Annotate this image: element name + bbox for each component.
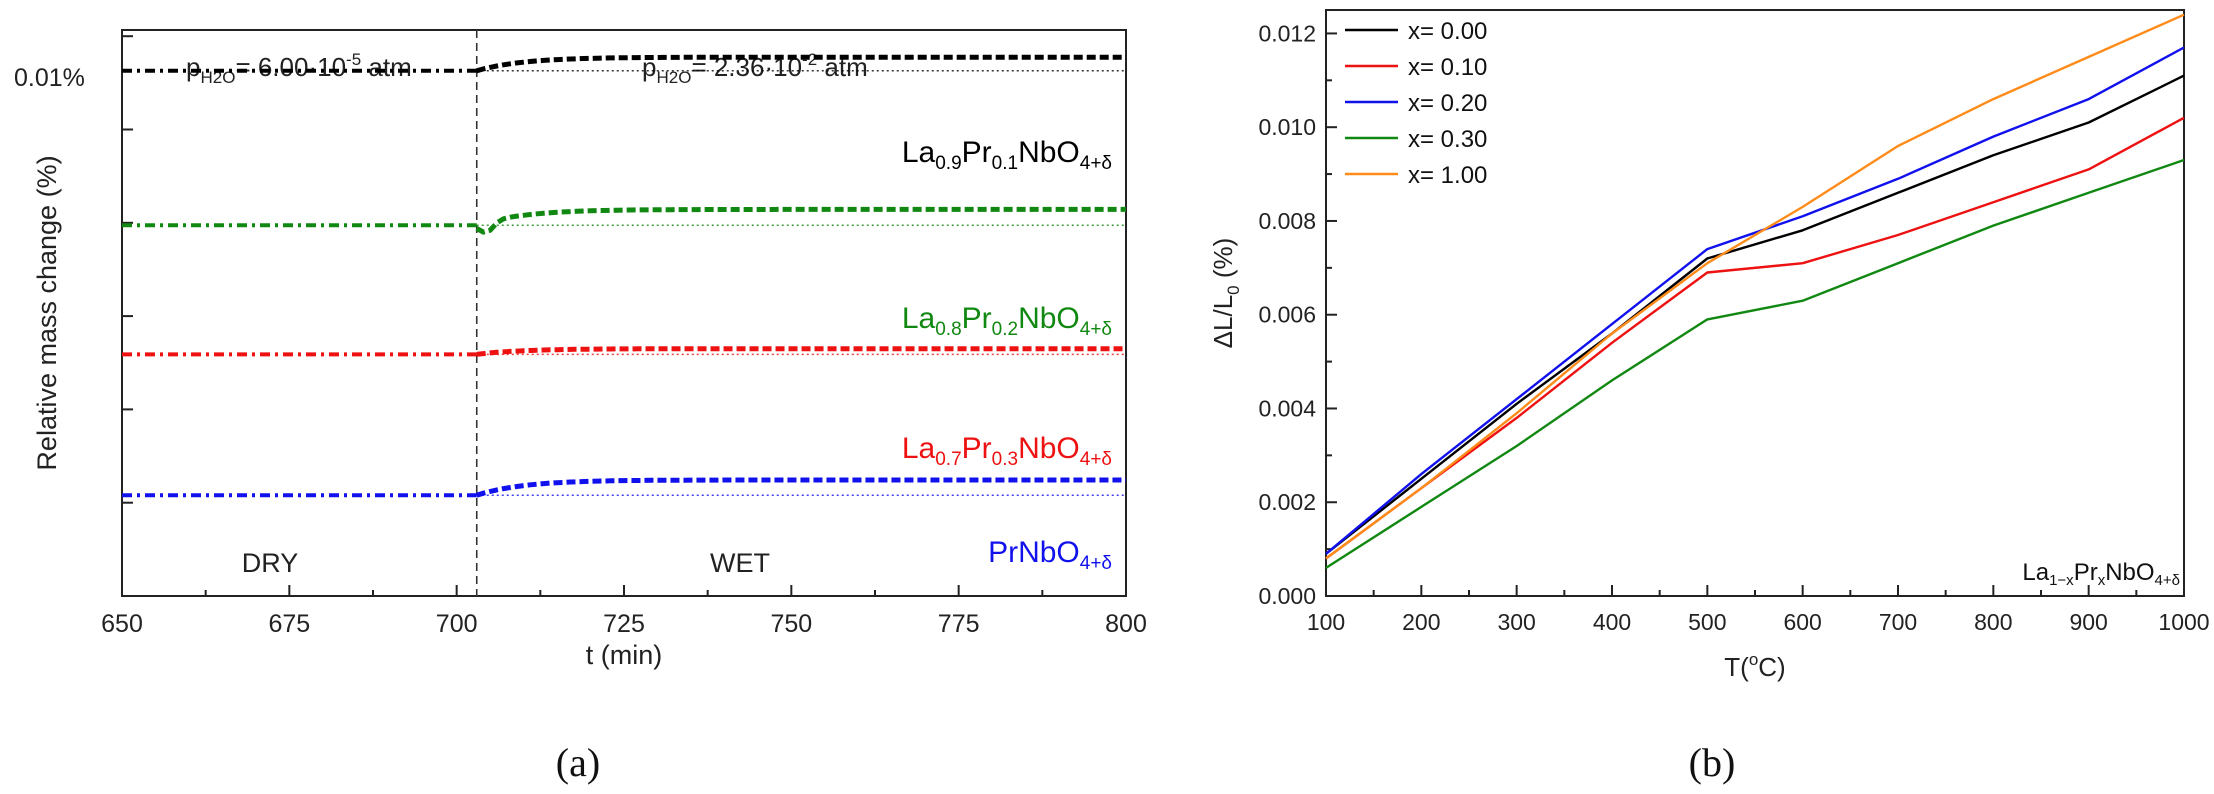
pressure-mid: = 2.36·10 xyxy=(691,52,802,82)
series-label-a-part: 0.3 xyxy=(992,449,1018,470)
y-title-sub: 0 xyxy=(1224,285,1243,294)
x-tick-label-b: 300 xyxy=(1497,609,1535,635)
legend-label: x= 0.30 xyxy=(1408,126,1487,153)
pressure-annotation-dry_p: pH2O= 6.00·10-5 atm xyxy=(186,50,412,87)
corner-label-b-part: x xyxy=(2098,572,2106,589)
y-title-main: ΔL/L xyxy=(1208,295,1238,349)
series-line-b xyxy=(1325,116,2185,560)
panel-label-b: (b) xyxy=(1689,740,1736,785)
series-label-a: La0.7Pr0.3NbO4+δ xyxy=(902,432,1112,470)
x-tick-label-b: 800 xyxy=(1974,609,2012,635)
series-label-a-part: 0.1 xyxy=(992,153,1018,174)
series-label-a-part: 0.7 xyxy=(935,449,961,470)
y-tick-label-b: 0.012 xyxy=(1258,20,1316,46)
series-label-a-part: 4+δ xyxy=(1080,319,1112,340)
x-tick-label-b: 400 xyxy=(1593,609,1631,635)
legend-label: x= 0.20 xyxy=(1408,90,1487,117)
corner-label-b: La1−xPrxNbO4+δ xyxy=(2022,559,2180,589)
pressure-tail: atm xyxy=(361,52,412,82)
y-tick-label-b: 0.002 xyxy=(1258,489,1316,515)
chart-b: 100 200 300 400 500 600 700 800 900 1000 0.000 0.00… xyxy=(1208,9,2210,785)
series-line-b xyxy=(1325,46,2185,555)
x-tick-label-b: 900 xyxy=(2069,609,2107,635)
x-tick-label-a: 675 xyxy=(268,610,310,638)
y-tick-label-b: 0.000 xyxy=(1258,583,1316,609)
series-line-b xyxy=(1325,13,2185,560)
series-label-a: PrNbO4+δ xyxy=(988,536,1112,574)
series-label-a-part: La xyxy=(902,302,936,335)
series-label-a-part: 0.2 xyxy=(992,319,1018,340)
x-tick-label-b: 600 xyxy=(1783,609,1821,635)
panel-label-a: (a) xyxy=(556,740,600,785)
series-label-a-part: 4+δ xyxy=(1080,553,1112,574)
x-tick-label-a: 775 xyxy=(938,610,980,638)
legend-label: x= 0.00 xyxy=(1408,18,1487,45)
series-label-a-part: NbO xyxy=(1018,432,1080,465)
x-tick-label-a: 750 xyxy=(770,610,812,638)
x-tick-label-a: 700 xyxy=(436,610,478,638)
series-line-b xyxy=(1325,74,2185,555)
y-axis-title-a: Relative mass change (%) xyxy=(32,155,62,470)
chart-a: 650 675 700 725 750 775 800 0.01% t (min) Relativ… xyxy=(14,29,1147,785)
pressure-mid: = 6.00·10 xyxy=(235,52,346,82)
series-label-a-part: 0.8 xyxy=(935,319,961,340)
x-tick-label-b: 100 xyxy=(1307,609,1345,635)
series-label-a-part: 0.9 xyxy=(935,153,961,174)
x-axis-title-a: t (min) xyxy=(586,640,663,670)
series-label-a-part: La xyxy=(902,136,936,169)
pressure-sup: -5 xyxy=(346,50,361,69)
x-tick-label-a: 725 xyxy=(603,610,645,638)
x-title-sup: o xyxy=(1749,650,1758,669)
x-tick-label-b: 700 xyxy=(1879,609,1917,635)
series-label-a-part: Pr xyxy=(962,302,992,335)
x-tick-label-b: 200 xyxy=(1402,609,1440,635)
y-tick-label-b: 0.010 xyxy=(1258,114,1316,140)
series-label-a-part: 4+δ xyxy=(1080,449,1112,470)
series-label-a: La0.8Pr0.2NbO4+δ xyxy=(902,302,1112,340)
corner-label-b-part: La xyxy=(2022,559,2049,586)
series-wet-line xyxy=(476,54,1126,74)
series-wet-line xyxy=(476,346,1126,357)
region-label-dry: DRY xyxy=(242,548,299,578)
legend-label: x= 0.10 xyxy=(1408,54,1487,81)
corner-label-b-part: 4+δ xyxy=(2155,572,2180,589)
legend-label: x= 1.00 xyxy=(1408,162,1487,189)
y-title-tail: (%) xyxy=(1208,238,1238,286)
x-tick-label-b: 1000 xyxy=(2158,609,2209,635)
corner-label-b-part: 1−x xyxy=(2049,572,2074,589)
series-wet-line xyxy=(475,206,1126,235)
series-label-a-part: PrNbO xyxy=(988,536,1080,569)
x-title-main: T( xyxy=(1724,652,1749,682)
series-line-b xyxy=(1325,158,2185,569)
y-tick-label-b: 0.006 xyxy=(1258,302,1316,328)
y-tick-label-b: 0.008 xyxy=(1258,208,1316,234)
x-tick-label-b: 500 xyxy=(1688,609,1726,635)
series-label-a-part: Pr xyxy=(962,432,992,465)
series-label-a-part: La xyxy=(902,432,936,465)
series-label-a-part: 4+δ xyxy=(1080,153,1112,174)
x-tick-label-a: 650 xyxy=(101,610,143,638)
series-label-a: La0.9Pr0.1NbO4+δ xyxy=(902,136,1112,174)
series-wet-line xyxy=(475,477,1126,498)
x-axis-title-b: T(oC) xyxy=(1724,650,1785,682)
corner-label-b-part: NbO xyxy=(2105,559,2154,586)
y-axis-title-b: ΔL/L0 (%) xyxy=(1208,238,1243,349)
corner-label-b-part: Pr xyxy=(2074,559,2098,586)
series-label-a-part: NbO xyxy=(1018,136,1080,169)
series-label-a-part: Pr xyxy=(962,136,992,169)
y-scale-label-a: 0.01% xyxy=(14,64,85,92)
region-label-wet: WET xyxy=(710,548,770,578)
series-label-a-part: NbO xyxy=(1018,302,1080,335)
pressure-main: p xyxy=(186,52,200,82)
x-title-tail: C) xyxy=(1758,652,1785,682)
x-tick-label-a: 800 xyxy=(1105,610,1147,638)
y-tick-label-b: 0.004 xyxy=(1258,395,1316,421)
pressure-sub: H2O xyxy=(200,68,235,87)
pressure-sub: H2O xyxy=(656,68,691,87)
